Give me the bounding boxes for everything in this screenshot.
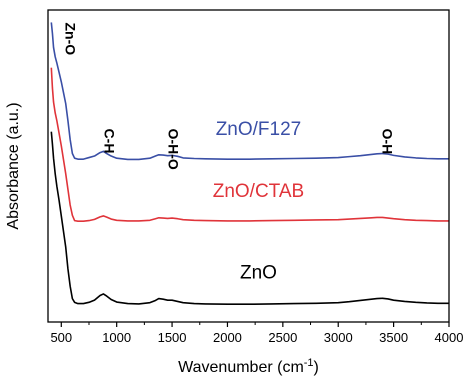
- peak-annotation: O-H: [380, 129, 396, 155]
- series-line-zno-f127: [50, 22, 449, 161]
- x-tick-label: 500: [50, 330, 72, 345]
- x-axis-title-end: ): [314, 359, 319, 376]
- annotations-layer: Zn-O C-H O-H-O O-H: [63, 22, 396, 169]
- series-label: ZnO/F127: [216, 119, 302, 140]
- x-tick-label: 2000: [213, 330, 242, 345]
- x-axis-title: Wavenumber (cm-1): [178, 357, 319, 376]
- plot-area: [47, 9, 450, 323]
- series-label: ZnO: [240, 262, 277, 283]
- x-tick-label: 2500: [268, 330, 297, 345]
- x-axis-title-superscript: -1: [304, 357, 314, 369]
- peak-annotation: C-H: [101, 129, 117, 154]
- series-line-zno-ctab: [50, 67, 449, 223]
- y-axis-title: Absorbance (a.u.): [5, 102, 22, 229]
- x-tick-label: 3500: [379, 330, 408, 345]
- plot-frame: [47, 9, 450, 323]
- peak-annotation: O-H-O: [166, 129, 182, 170]
- series-label: ZnO/CTAB: [213, 181, 305, 202]
- x-axis-title-main: Wavenumber (cm: [178, 359, 304, 376]
- x-tick-label: 1000: [102, 330, 131, 345]
- series-line-zno: [50, 131, 449, 306]
- peak-annotation: Zn-O: [63, 22, 79, 55]
- x-tick-label: 1500: [158, 330, 187, 345]
- x-axis: 500 1000 1500 2000 2500 3000 3500 4000: [50, 322, 463, 345]
- series-layer: [50, 22, 449, 306]
- labels-layer: ZnO/F127 ZnO/CTAB ZnO: [213, 119, 305, 284]
- x-tick-label: 4000: [435, 330, 464, 345]
- x-tick-label: 3000: [324, 330, 353, 345]
